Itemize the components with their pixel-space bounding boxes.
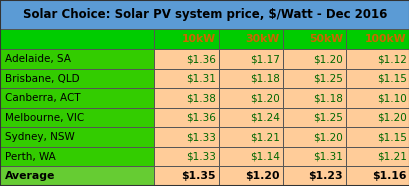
FancyBboxPatch shape <box>0 166 153 186</box>
Text: $1.33: $1.33 <box>186 132 216 142</box>
FancyBboxPatch shape <box>219 127 282 147</box>
FancyBboxPatch shape <box>0 147 153 166</box>
Text: $1.17: $1.17 <box>249 54 279 64</box>
Text: $1.16: $1.16 <box>371 171 406 181</box>
FancyBboxPatch shape <box>346 29 409 49</box>
FancyBboxPatch shape <box>282 127 346 147</box>
FancyBboxPatch shape <box>153 147 219 166</box>
Text: $1.21: $1.21 <box>249 132 279 142</box>
FancyBboxPatch shape <box>346 127 409 147</box>
Text: $1.18: $1.18 <box>249 74 279 84</box>
Text: Canberra, ACT: Canberra, ACT <box>5 93 80 103</box>
Text: $1.18: $1.18 <box>312 93 342 103</box>
Text: $1.20: $1.20 <box>312 54 342 64</box>
FancyBboxPatch shape <box>219 69 282 89</box>
Text: $1.36: $1.36 <box>186 113 216 123</box>
FancyBboxPatch shape <box>0 127 153 147</box>
Text: 100kW: 100kW <box>364 34 406 44</box>
Text: $1.20: $1.20 <box>245 171 279 181</box>
Text: $1.15: $1.15 <box>376 74 406 84</box>
FancyBboxPatch shape <box>282 89 346 108</box>
Text: $1.20: $1.20 <box>249 93 279 103</box>
FancyBboxPatch shape <box>0 29 153 49</box>
FancyBboxPatch shape <box>153 127 219 147</box>
Text: $1.20: $1.20 <box>376 113 406 123</box>
FancyBboxPatch shape <box>153 49 219 69</box>
Text: 30kW: 30kW <box>245 34 279 44</box>
FancyBboxPatch shape <box>219 29 282 49</box>
Text: 50kW: 50kW <box>308 34 342 44</box>
Text: Perth, WA: Perth, WA <box>5 152 56 162</box>
Text: $1.33: $1.33 <box>186 152 216 162</box>
Text: $1.25: $1.25 <box>312 74 342 84</box>
Text: $1.23: $1.23 <box>308 171 342 181</box>
Text: $1.38: $1.38 <box>186 93 216 103</box>
FancyBboxPatch shape <box>282 147 346 166</box>
Text: 10kW: 10kW <box>182 34 216 44</box>
FancyBboxPatch shape <box>219 147 282 166</box>
Text: Sydney, NSW: Sydney, NSW <box>5 132 74 142</box>
FancyBboxPatch shape <box>0 89 153 108</box>
FancyBboxPatch shape <box>0 49 153 69</box>
Text: Solar Choice: Solar PV system price, $/Watt - Dec 2016: Solar Choice: Solar PV system price, $/W… <box>23 8 386 21</box>
Text: $1.31: $1.31 <box>312 152 342 162</box>
FancyBboxPatch shape <box>0 0 409 29</box>
Text: $1.21: $1.21 <box>376 152 406 162</box>
Text: $1.24: $1.24 <box>249 113 279 123</box>
FancyBboxPatch shape <box>153 108 219 127</box>
FancyBboxPatch shape <box>153 29 219 49</box>
Text: $1.12: $1.12 <box>376 54 406 64</box>
FancyBboxPatch shape <box>153 166 219 186</box>
Text: $1.15: $1.15 <box>376 132 406 142</box>
FancyBboxPatch shape <box>219 108 282 127</box>
FancyBboxPatch shape <box>346 166 409 186</box>
FancyBboxPatch shape <box>219 166 282 186</box>
FancyBboxPatch shape <box>282 69 346 89</box>
Text: $1.35: $1.35 <box>181 171 216 181</box>
Text: $1.14: $1.14 <box>249 152 279 162</box>
Text: $1.31: $1.31 <box>186 74 216 84</box>
Text: Brisbane, QLD: Brisbane, QLD <box>5 74 79 84</box>
Text: $1.36: $1.36 <box>186 54 216 64</box>
Text: $1.20: $1.20 <box>312 132 342 142</box>
FancyBboxPatch shape <box>0 108 153 127</box>
FancyBboxPatch shape <box>282 49 346 69</box>
FancyBboxPatch shape <box>282 29 346 49</box>
Text: $1.25: $1.25 <box>312 113 342 123</box>
FancyBboxPatch shape <box>153 89 219 108</box>
FancyBboxPatch shape <box>219 89 282 108</box>
FancyBboxPatch shape <box>346 108 409 127</box>
FancyBboxPatch shape <box>153 69 219 89</box>
FancyBboxPatch shape <box>346 147 409 166</box>
Text: Average: Average <box>5 171 55 181</box>
Text: $1.10: $1.10 <box>376 93 406 103</box>
Text: Adelaide, SA: Adelaide, SA <box>5 54 71 64</box>
FancyBboxPatch shape <box>0 69 153 89</box>
FancyBboxPatch shape <box>346 89 409 108</box>
FancyBboxPatch shape <box>346 69 409 89</box>
FancyBboxPatch shape <box>282 108 346 127</box>
FancyBboxPatch shape <box>219 49 282 69</box>
Text: Melbourne, VIC: Melbourne, VIC <box>5 113 84 123</box>
FancyBboxPatch shape <box>282 166 346 186</box>
FancyBboxPatch shape <box>346 49 409 69</box>
